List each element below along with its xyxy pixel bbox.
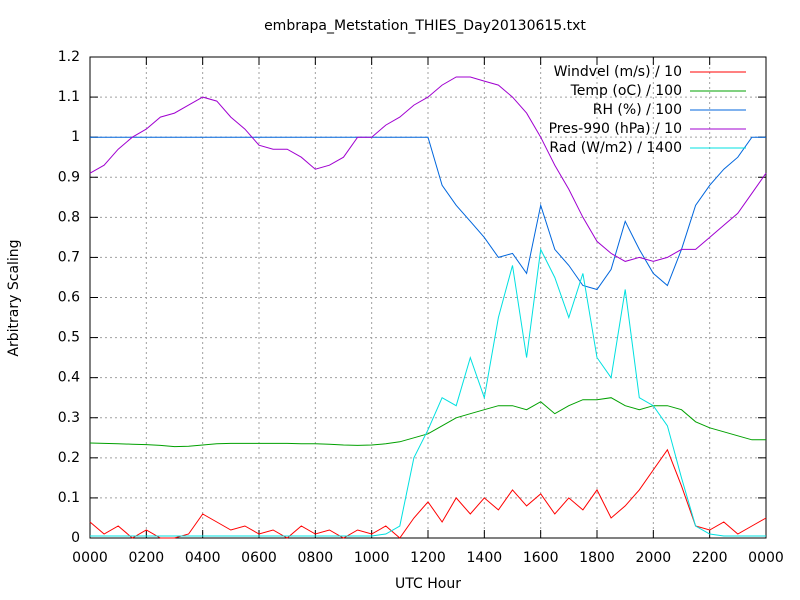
legend-label: Temp (oC) / 100 xyxy=(570,83,682,99)
x-tick-label: 0800 xyxy=(298,550,334,566)
y-tick-label: 0.6 xyxy=(58,290,80,306)
x-tick-label: 0200 xyxy=(129,550,165,566)
x-tick-label: 0600 xyxy=(241,550,277,566)
y-tick-label: 1.2 xyxy=(58,49,80,65)
y-tick-label: 0.9 xyxy=(58,169,80,185)
legend-label: Pres-990 (hPa) / 10 xyxy=(549,121,682,137)
y-tick-label: 0 xyxy=(71,530,80,546)
x-tick-label: 1600 xyxy=(523,550,559,566)
x-tick-label: 1000 xyxy=(354,550,390,566)
x-tick-label: 0000 xyxy=(748,550,784,566)
x-tick-label: 0400 xyxy=(185,550,221,566)
x-tick-label: 1800 xyxy=(579,550,615,566)
y-tick-label: 0.4 xyxy=(58,370,80,386)
x-axis-label: UTC Hour xyxy=(395,576,461,592)
series-line xyxy=(89,448,767,539)
y-tick-label: 0.5 xyxy=(58,330,80,346)
chart-title: embrapa_Metstation_THIES_Day20130615.txt xyxy=(264,18,586,34)
plot-border xyxy=(89,56,767,539)
y-tick-label: 0.1 xyxy=(58,490,80,506)
series-line xyxy=(89,76,767,262)
legend-label: Windvel (m/s) / 10 xyxy=(554,64,682,80)
series-line xyxy=(90,136,766,291)
x-tick-label: 1400 xyxy=(467,550,503,566)
legend-label: RH (%) / 100 xyxy=(593,102,682,118)
x-tick-label: 0000 xyxy=(72,550,108,566)
y-tick-label: 1.1 xyxy=(58,89,80,105)
y-axis-label: Arbitrary Scaling xyxy=(6,239,22,356)
y-tick-label: 0.3 xyxy=(58,410,80,426)
x-tick-label: 2000 xyxy=(636,550,672,566)
x-tick-label: 2200 xyxy=(692,550,728,566)
series-line xyxy=(90,247,766,537)
x-tick-label: 1200 xyxy=(410,550,446,566)
y-tick-label: 1 xyxy=(71,129,80,145)
legend-label: Rad (W/m2) / 1400 xyxy=(549,140,682,156)
y-tick-label: 0.7 xyxy=(58,249,80,265)
y-tick-label: 0.2 xyxy=(58,450,80,466)
y-tick-label: 0.8 xyxy=(58,209,80,225)
